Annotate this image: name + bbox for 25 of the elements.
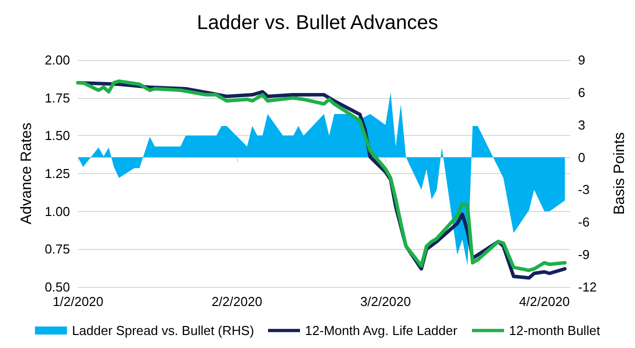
y2-tick-label: -9 bbox=[578, 247, 590, 262]
y-axis-title: Advance Rates bbox=[18, 122, 35, 224]
y-tick-label: 0.75 bbox=[44, 242, 70, 257]
y-tick-label: 1.25 bbox=[44, 166, 70, 181]
y-tick-label: 1.75 bbox=[44, 90, 70, 106]
y2-tick-label: 9 bbox=[578, 52, 586, 68]
legend-label: 12-month Bullet bbox=[509, 323, 600, 338]
y2-tick-label: 6 bbox=[578, 84, 586, 100]
y2-tick-label: -12 bbox=[578, 280, 597, 294]
x-tick-label: 3/2/2020 bbox=[360, 294, 411, 309]
legend-label: Ladder Spread vs. Bullet (RHS) bbox=[72, 323, 254, 338]
y2-tick-label: 0 bbox=[578, 150, 586, 165]
x-tick-label: 1/2/2020 bbox=[52, 294, 104, 309]
y-tick-label: 0.50 bbox=[44, 280, 70, 294]
y-tick-label: 2.00 bbox=[44, 52, 70, 68]
y-tick-label: 1.50 bbox=[44, 128, 70, 144]
y2-axis-title: Basis Points bbox=[611, 132, 628, 215]
y2-tick-label: -6 bbox=[578, 214, 590, 230]
x-tick-label: 2/2/2020 bbox=[212, 294, 262, 309]
y2-tick-label: -3 bbox=[578, 182, 590, 198]
y2-tick-label: 3 bbox=[578, 117, 586, 132]
chart-title: Ladder vs. Bullet Advances bbox=[196, 12, 438, 34]
legend-label: 12-Month Avg. Life Ladder bbox=[305, 323, 458, 338]
y-tick-label: 1.00 bbox=[44, 204, 70, 219]
x-tick-label: 4/2/2020 bbox=[519, 294, 570, 309]
